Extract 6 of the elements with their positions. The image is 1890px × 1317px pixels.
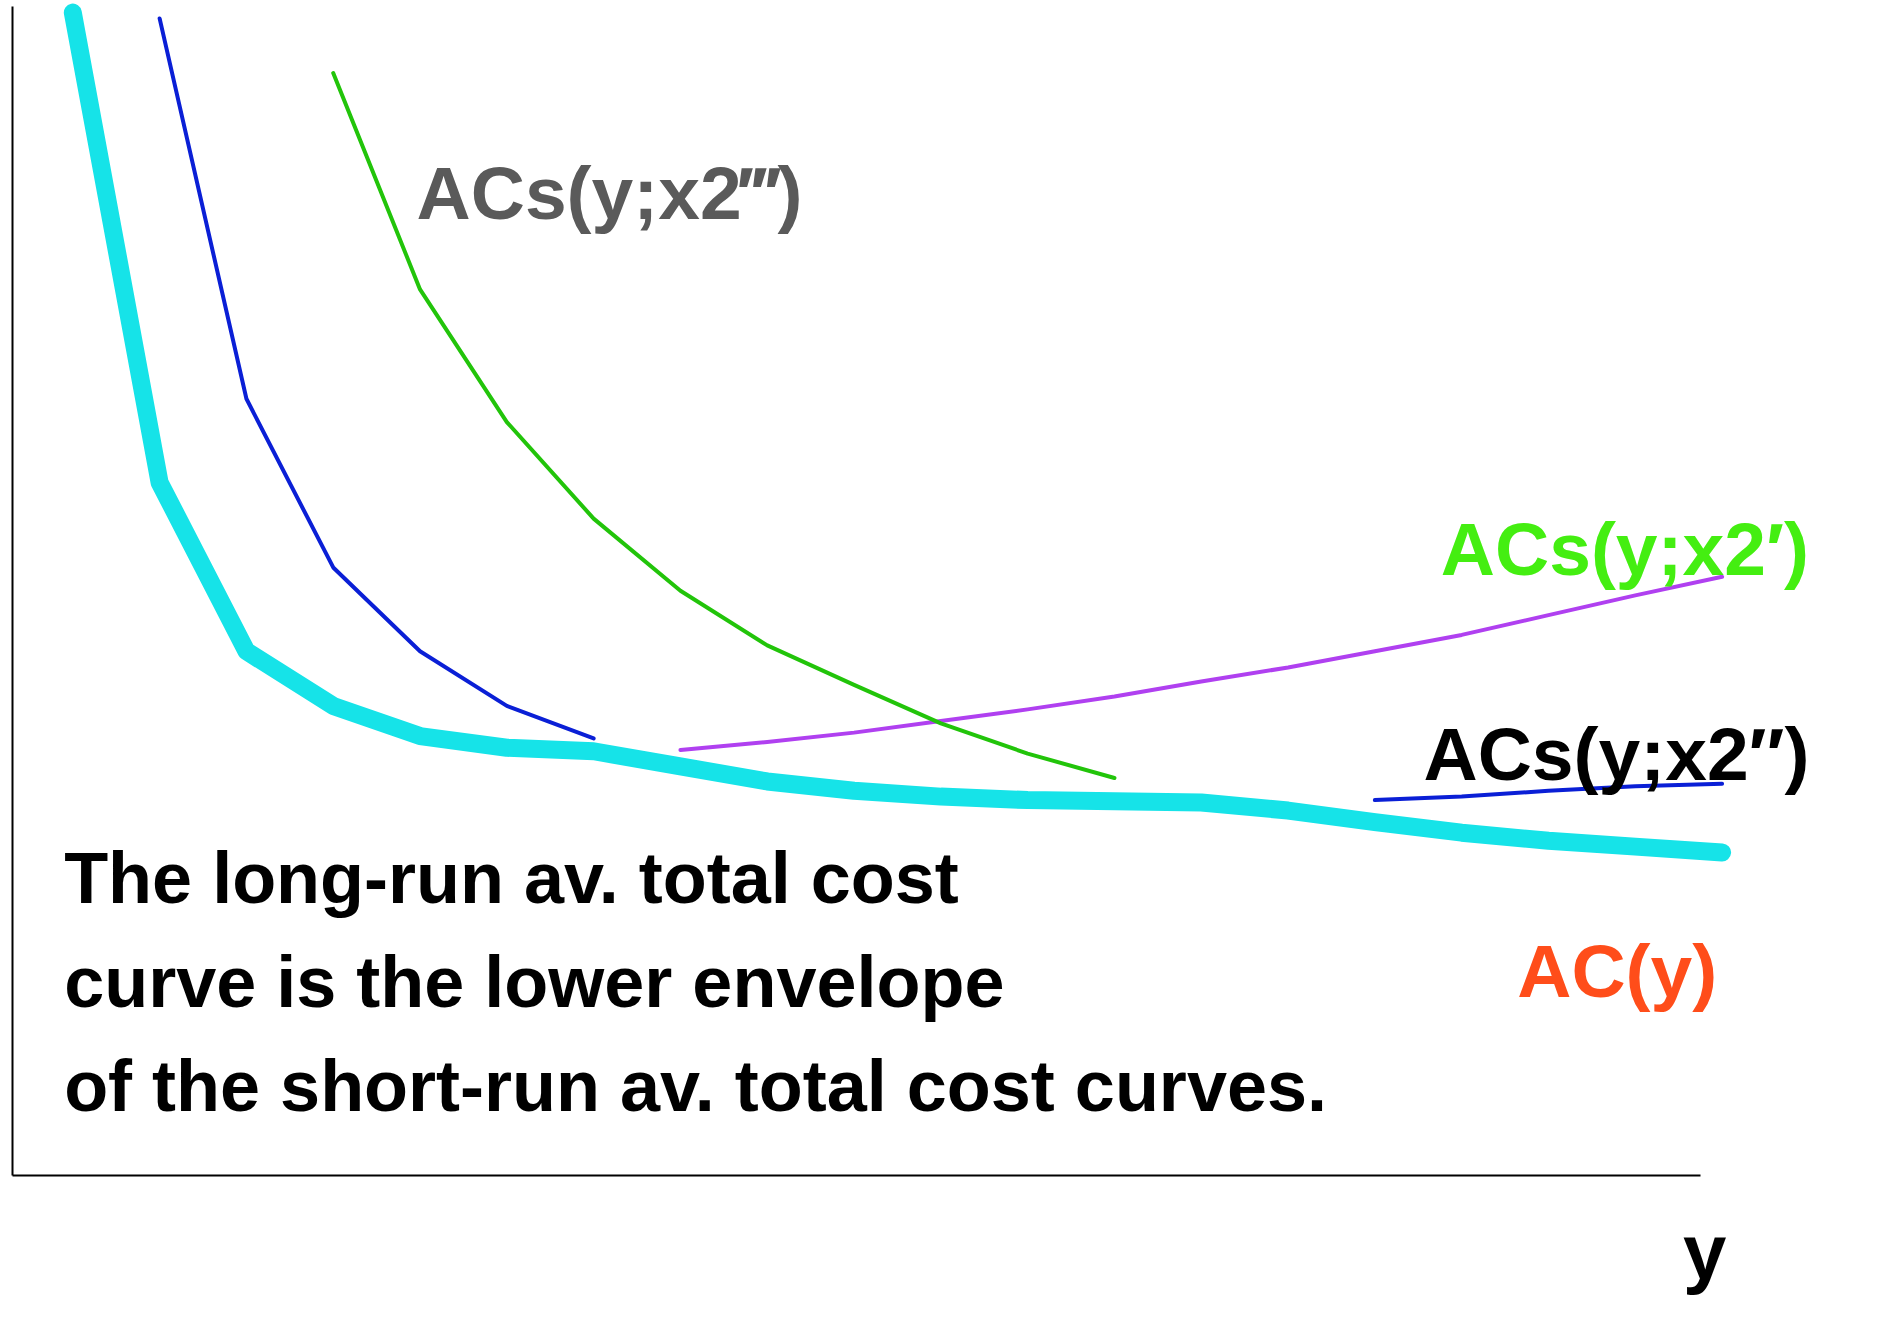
annotation: AC(y) bbox=[1517, 929, 1718, 1014]
annotation: ACs(y;x2‴) bbox=[416, 150, 803, 235]
x-axis-title: y bbox=[1683, 1207, 1727, 1296]
annotation: ACs(y;x2′) bbox=[1440, 506, 1809, 591]
annotation: ACs(y;x2″) bbox=[1423, 711, 1810, 796]
annotation: The long-run av. total cost curve is the lower envelope of the short-run av. total cost curves. bbox=[64, 838, 1328, 1127]
